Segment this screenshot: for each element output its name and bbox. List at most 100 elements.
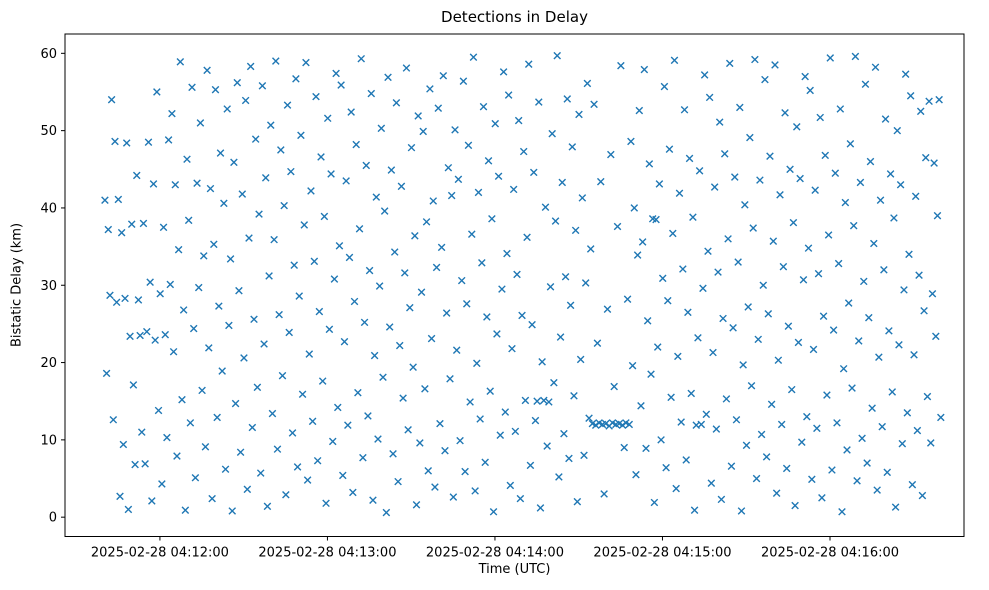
- data-point-x-marker: [354, 388, 362, 397]
- data-point-x-marker: [660, 82, 669, 91]
- data-point-x-marker: [431, 483, 439, 491]
- data-point-x-marker: [137, 428, 146, 436]
- data-point-x-marker: [834, 259, 843, 268]
- data-point-x-marker: [364, 412, 372, 420]
- data-point-x-marker: [757, 430, 766, 439]
- data-point-x-marker: [342, 177, 350, 185]
- data-point-x-marker: [236, 448, 245, 457]
- data-point-x-marker: [323, 114, 332, 123]
- data-point-x-marker: [216, 149, 225, 157]
- data-point-x-marker: [400, 269, 409, 277]
- data-point-x-marker: [372, 193, 381, 201]
- data-point-x-marker: [149, 180, 158, 188]
- x-tick-label: 2025-02-28 04:16:00: [761, 546, 899, 561]
- data-point-x-marker: [144, 138, 153, 147]
- data-point-x-marker: [610, 382, 618, 391]
- data-point-x-marker: [623, 295, 632, 303]
- data-point-x-marker: [885, 327, 893, 335]
- data-point-x-marker: [637, 402, 645, 410]
- data-point-x-marker: [467, 230, 476, 239]
- data-point-x-marker: [370, 351, 379, 360]
- data-point-x-marker: [808, 475, 816, 484]
- x-tick-label: 2025-02-28 04:13:00: [258, 546, 396, 561]
- data-point-x-marker: [429, 197, 438, 205]
- data-point-x-marker: [823, 391, 831, 399]
- data-point-x-marker: [633, 251, 642, 259]
- data-point-x-marker: [772, 489, 781, 498]
- data-point-x-marker: [333, 403, 342, 412]
- data-point-x-marker: [302, 58, 310, 67]
- data-point-x-marker: [273, 445, 282, 453]
- data-point-x-marker: [575, 110, 583, 119]
- data-point-x-marker: [523, 233, 531, 242]
- data-point-x-marker: [715, 118, 724, 126]
- data-point-x-marker: [841, 198, 850, 207]
- data-point-x-marker: [206, 184, 215, 193]
- data-point-x-marker: [744, 303, 752, 311]
- data-point-x-marker: [787, 385, 796, 394]
- data-point-x-marker: [925, 97, 933, 106]
- data-point-x-marker: [555, 473, 563, 481]
- data-point-x-marker: [687, 389, 696, 398]
- data-point-x-marker: [628, 361, 637, 370]
- data-point-x-marker: [863, 459, 871, 467]
- data-point-x-marker: [759, 281, 768, 290]
- data-point-x-marker: [809, 345, 818, 354]
- data-point-x-marker: [640, 65, 649, 74]
- data-point-x-marker: [581, 279, 590, 287]
- data-point-x-marker: [893, 126, 902, 135]
- data-point-x-marker: [163, 433, 171, 442]
- data-point-x-marker: [141, 460, 149, 468]
- data-point-x-marker: [737, 507, 746, 515]
- data-point-x-marker: [667, 393, 675, 402]
- data-point-x-marker: [478, 259, 486, 267]
- data-point-x-marker: [271, 57, 280, 65]
- data-point-x-marker: [935, 95, 943, 104]
- data-point-x-marker: [270, 235, 278, 244]
- data-point-x-marker: [926, 439, 935, 447]
- data-point-x-marker: [625, 420, 634, 429]
- data-point-x-marker: [462, 300, 471, 308]
- data-point-x-marker: [875, 353, 883, 361]
- data-point-x-marker: [161, 330, 170, 339]
- data-point-x-marker: [397, 182, 406, 191]
- data-point-x-marker: [256, 469, 265, 477]
- data-point-x-marker: [104, 225, 113, 234]
- data-point-x-marker: [915, 271, 923, 279]
- data-point-x-marker: [762, 453, 771, 461]
- data-point-x-marker: [117, 228, 126, 237]
- data-point-x-marker: [369, 496, 377, 504]
- data-point-x-marker: [736, 103, 744, 112]
- data-point-x-marker: [215, 302, 223, 310]
- data-point-x-marker: [690, 506, 699, 515]
- data-point-x-marker: [218, 367, 226, 375]
- data-point-x-marker: [516, 494, 525, 503]
- data-point-x-marker: [777, 420, 786, 429]
- data-point-x-marker: [211, 85, 220, 94]
- data-point-x-marker: [876, 196, 885, 205]
- data-point-x-marker: [843, 446, 851, 454]
- data-point-x-marker: [322, 499, 330, 508]
- data-point-x-marker: [866, 157, 875, 166]
- data-point-x-marker: [148, 497, 156, 505]
- data-point-x-marker: [801, 72, 809, 81]
- data-point-x-marker: [767, 400, 776, 409]
- data-point-x-marker: [486, 387, 495, 395]
- data-point-x-marker: [283, 101, 292, 109]
- data-point-x-marker: [194, 283, 203, 292]
- data-point-x-marker: [729, 323, 737, 332]
- data-point-x-marker: [164, 136, 173, 144]
- data-point-x-marker: [432, 263, 441, 272]
- data-point-x-marker: [779, 262, 788, 271]
- data-point-x-marker: [427, 334, 436, 343]
- data-point-x-marker: [916, 107, 925, 116]
- data-point-x-marker: [824, 231, 833, 239]
- data-point-x-marker: [657, 436, 665, 444]
- data-point-x-marker: [379, 373, 387, 382]
- data-point-x-marker: [394, 477, 402, 486]
- data-point-x-marker: [689, 213, 697, 222]
- data-point-x-marker: [389, 449, 397, 458]
- data-point-x-marker: [881, 115, 890, 123]
- data-point-x-marker: [900, 286, 908, 294]
